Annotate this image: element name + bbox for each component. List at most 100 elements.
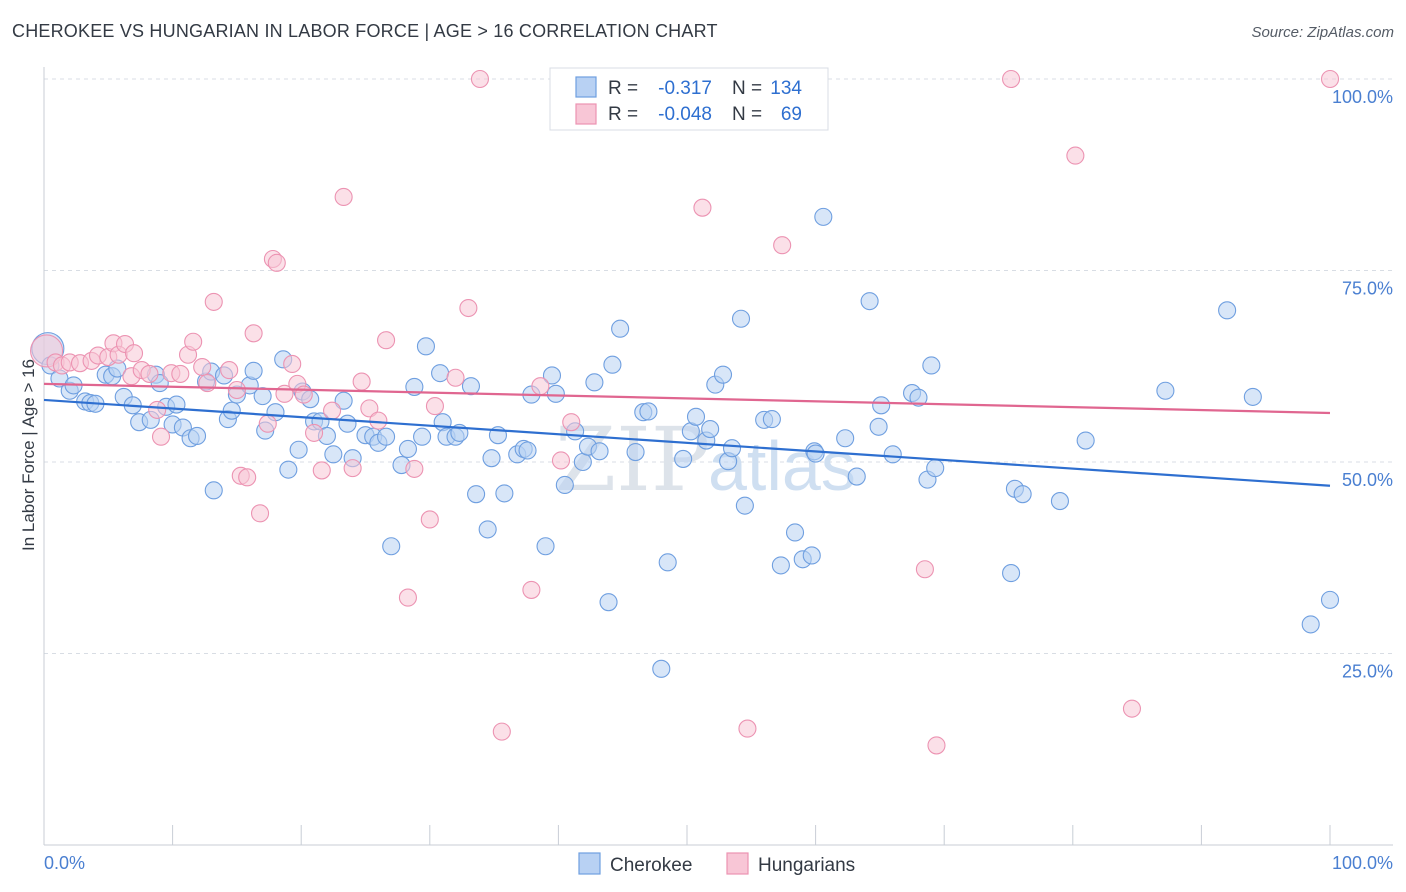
cherokee-point [413,427,432,446]
cherokee-point [467,485,486,504]
hungarian-point [323,401,342,420]
hungarian-point [1320,69,1340,89]
hungarian-point [343,459,362,478]
cherokee-point [289,440,308,459]
y-tick-labels: 25.0% 50.0% 75.0% 100.0% [1332,87,1393,682]
hungarian-point [283,354,302,374]
cherokee-point [639,402,658,421]
cherokee-point [686,407,706,426]
cherokee-point [377,427,396,446]
cherokee-point [187,426,207,446]
cherokee-point [652,659,671,678]
cherokee-trend-line [43,398,1331,487]
cherokee-point [603,355,622,374]
cherokee-point [461,377,481,396]
hungarian-r-value: -0.048 [658,104,712,125]
stats-legend: R = -0.317 N = 134 R = -0.048 N = 69 [549,67,829,131]
cherokee-point [785,523,805,542]
hungarian-point [204,292,223,311]
legend-cherokee-swatch [578,852,601,875]
cherokee-point [167,395,186,414]
cherokee-point [713,365,733,384]
hungarian-r-label: R = [608,104,638,125]
cherokee-point [536,537,555,556]
cherokee-point [872,396,891,415]
cherokee-point [244,361,263,380]
cherokee-point [771,556,790,575]
hungarian-point [1122,699,1142,718]
x-tick-label-max: 100.0% [1332,853,1393,873]
cherokee-point [1243,387,1262,406]
trend-lines [43,382,1331,487]
cherokee-point [626,442,645,462]
hungarian-point [352,372,371,391]
hungarian-point [773,236,792,255]
legend-hungarian-label: Hungarians [758,855,855,876]
y-tick-label: 75.0% [1342,279,1393,299]
cherokee-point [1013,485,1032,504]
cherokee-point [338,414,357,433]
hungarian-points [30,69,1340,755]
hungarian-point [377,331,396,350]
cherokee-point [731,309,751,328]
hungarian-point [244,324,263,343]
series-legend: Cherokee Hungarians [578,852,855,876]
hungarian-point [398,588,417,607]
chart-title: CHEROKEE VS HUNGARIAN IN LABOR FORCE | A… [12,21,718,41]
hungarian-point [151,427,171,446]
hungarian-point [360,399,379,418]
hungarian-point [220,361,239,380]
cherokee-point [382,537,401,556]
cherokee-point [762,410,781,429]
hungarian-point [492,722,511,741]
hungarian-point [305,423,324,442]
cherokee-point [573,452,592,472]
cherokee-point [1076,431,1095,450]
hungarian-point [738,719,757,738]
hungarian-point [258,414,277,433]
cherokee-point [555,475,574,495]
cherokee-point [814,207,833,226]
cherokee-point [860,292,879,311]
cherokee-point [847,467,866,486]
cherokee-point [253,387,272,406]
cherokee-point [518,441,537,460]
cherokee-point [909,388,928,407]
hungarian-point [198,374,217,393]
hungarian-point [124,344,144,363]
hungarian-point [171,364,190,383]
hungarian-point [267,253,286,272]
hungarian-point [693,198,712,217]
hungarian-point [250,504,270,523]
cherokee-point [542,366,562,385]
hungarian-point [446,368,465,387]
hungarian-point [148,400,167,419]
cherokee-point [883,445,902,464]
hungarian-point [405,459,424,478]
cherokee-point [431,364,450,383]
cherokee-point [590,442,609,461]
hungarian-n-value: 69 [781,104,802,125]
cherokee-point [204,481,223,500]
cherokee-swatch [575,76,597,98]
hungarian-point [1066,146,1085,165]
cherokee-point [658,553,677,572]
cherokee-point [1301,615,1320,634]
cherokee-point [806,444,825,463]
hungarian-trend-line [43,382,1331,415]
cherokee-point [478,520,497,539]
cherokee-point [926,459,945,478]
y-axis-title: In Labor Force | Age > 16 [19,359,38,551]
hungarian-point [420,510,439,529]
cherokee-point [1050,492,1069,511]
hungarian-point [459,298,478,318]
cherokee-point [495,484,514,503]
hungarian-point [551,451,571,470]
hungarian-point [1002,69,1021,89]
cherokee-n-value: 134 [770,78,802,99]
cherokee-point [279,460,298,479]
cherokee-point [599,593,618,612]
hungarian-point [562,413,581,432]
cherokee-point [1002,564,1021,583]
y-tick-label: 100.0% [1332,87,1393,107]
